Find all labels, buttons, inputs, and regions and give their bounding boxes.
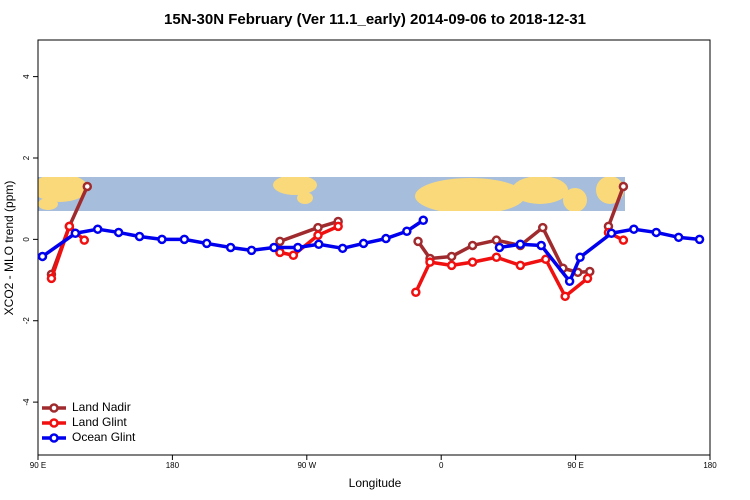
y-axis-label: XCO2 - MLO trend (ppm) [2, 181, 16, 316]
legend-label: Land Nadir [72, 400, 131, 414]
x-axis-label: Longitude [349, 476, 402, 490]
y-tick-label: -2 [22, 317, 31, 325]
data-point [313, 239, 324, 249]
y-tick-label: 4 [22, 74, 31, 79]
data-point [491, 235, 502, 245]
data-point [411, 287, 421, 298]
data-point [179, 234, 190, 245]
data-point [381, 233, 391, 244]
data-point [694, 234, 705, 245]
data-point [70, 228, 81, 239]
y-tick-label: -4 [22, 398, 31, 406]
data-point [225, 242, 236, 253]
x-tick-label: 180 [166, 461, 180, 470]
data-point [651, 227, 661, 238]
data-point [537, 222, 548, 233]
data-point [79, 235, 90, 245]
data-point [467, 240, 478, 251]
x-tick-label: 180 [703, 461, 717, 470]
data-point [157, 234, 167, 245]
data-point [92, 224, 103, 234]
data-point [494, 242, 505, 253]
legend-label: Ocean Glint [72, 430, 136, 444]
legend-marker [49, 418, 59, 428]
data-point [402, 226, 412, 236]
y-tick-label: 2 [22, 155, 31, 160]
data-point [201, 238, 212, 249]
data-point [582, 273, 593, 284]
data-point [515, 260, 526, 271]
x-tick-label: 0 [439, 461, 444, 470]
x-tick-label: 90 W [297, 461, 316, 470]
data-point [425, 257, 435, 267]
data-point [358, 238, 369, 249]
data-point [313, 230, 323, 241]
plot-frame [37, 39, 711, 456]
data-point [560, 291, 570, 302]
data-point [536, 240, 547, 251]
legend-marker [49, 433, 59, 443]
data-point [46, 273, 57, 284]
data-point [491, 252, 502, 263]
legend-marker [49, 403, 59, 413]
data-point [418, 215, 429, 225]
x-tick-label: 90 E [567, 461, 583, 470]
data-point [269, 242, 279, 253]
data-point [575, 252, 585, 263]
data-point [293, 242, 303, 253]
data-point [515, 239, 526, 249]
x-tick-label: 90 E [30, 461, 46, 470]
data-point [413, 236, 423, 247]
data-point [113, 227, 124, 238]
y-tick-label: 0 [22, 237, 31, 242]
data-point [134, 231, 145, 242]
data-point [446, 251, 457, 262]
chart-title: 15N-30N February (Ver 11.1_early) 2014-0… [164, 11, 586, 28]
data-point [82, 181, 93, 192]
legend-label: Land Glint [72, 415, 127, 429]
data-point [337, 243, 348, 254]
data-point [275, 236, 285, 247]
data-point [618, 235, 629, 245]
data-point [540, 254, 551, 265]
data-point [246, 245, 257, 256]
data-point [629, 224, 639, 234]
data-point [673, 232, 684, 243]
data-point [333, 221, 343, 232]
data-point [313, 222, 323, 233]
map-band [38, 177, 625, 211]
data-point [37, 251, 48, 262]
data-point [606, 228, 617, 239]
data-point [618, 181, 629, 192]
series-line [41, 218, 700, 284]
data-point [288, 250, 299, 260]
data-point [64, 221, 75, 232]
data-point [467, 257, 478, 267]
data-point [564, 276, 575, 287]
data-point [446, 260, 457, 271]
